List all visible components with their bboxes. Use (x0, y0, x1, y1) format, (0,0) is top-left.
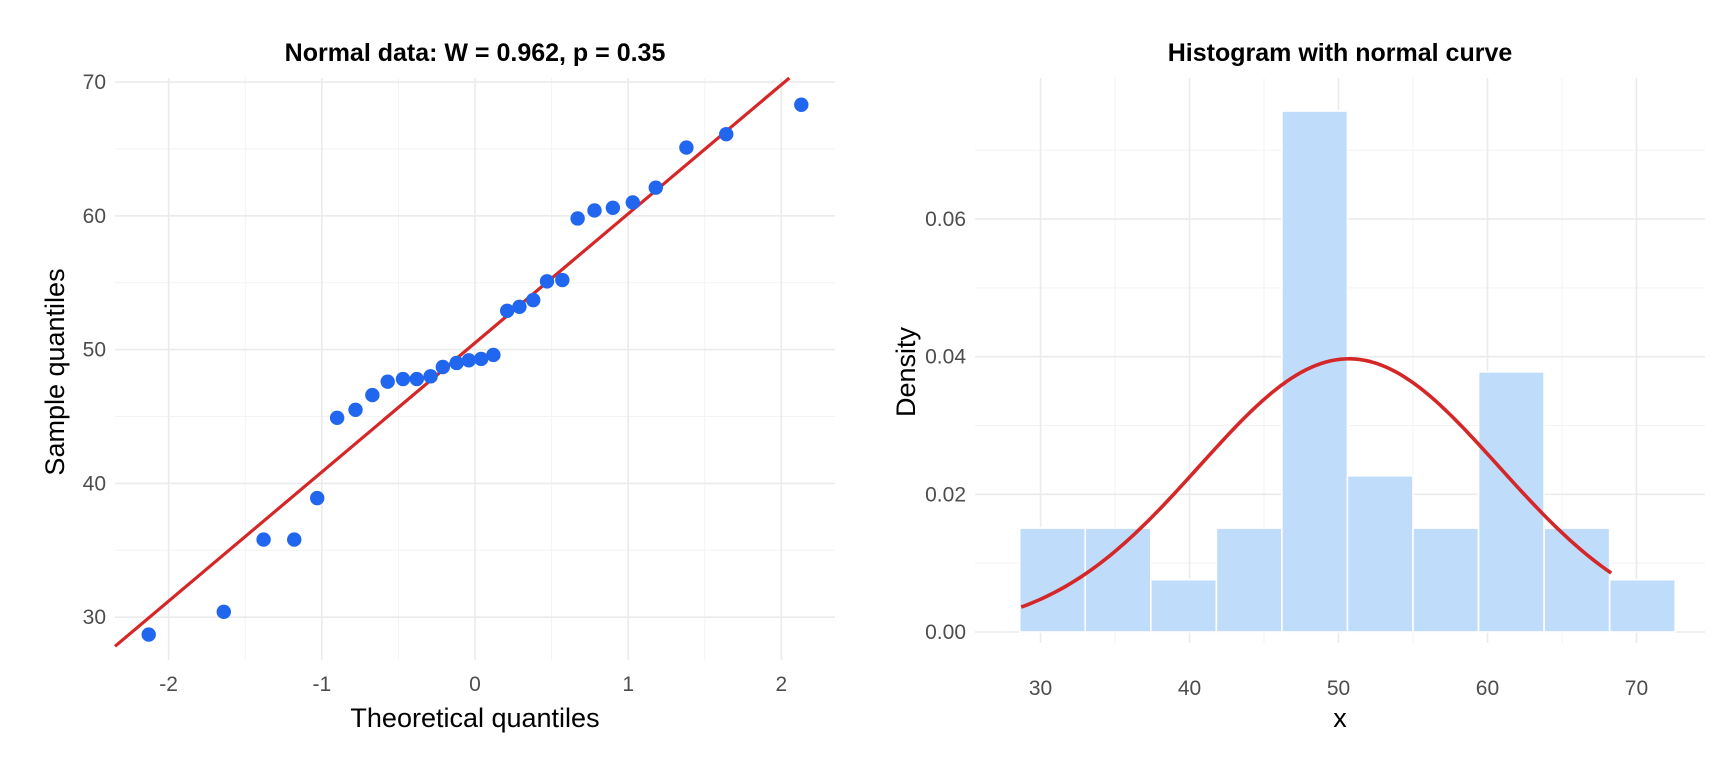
qq-point (256, 532, 271, 547)
qq-y-tick-labels: 30 40 50 60 70 (83, 71, 106, 629)
histogram-y-tick-label: 0.06 (925, 208, 966, 231)
qq-x-tick-label: 1 (622, 673, 634, 696)
qq-point (794, 97, 809, 112)
qq-point (449, 355, 464, 371)
qq-x-tick-label: 2 (776, 673, 788, 696)
normal-curve (1020, 357, 1613, 609)
qq-x-tick-labels: -2 -1 0 1 2 (159, 673, 787, 696)
qq-plot-panel: -2 -1 0 1 2 30 40 50 60 70 Normal data: W = 0.96… (40, 39, 835, 733)
qq-point (648, 180, 663, 195)
qq-point (287, 532, 302, 547)
qq-point (587, 203, 602, 218)
qq-x-tick-label: 0 (469, 673, 481, 696)
qq-point (329, 410, 345, 426)
histogram-y-axis-title: Density (891, 326, 921, 417)
qq-y-tick-label: 50 (83, 339, 106, 362)
histogram-x-tick-labels: 30 40 50 60 70 (1029, 677, 1648, 700)
qq-point (141, 627, 156, 642)
histogram-bar (1215, 527, 1283, 633)
histogram-bar (1543, 527, 1611, 633)
histogram-panel: 30 40 50 60 70 0.00 0.02 0.04 0.06 Histogram wi… (891, 39, 1705, 733)
qq-point (555, 272, 570, 288)
qq-point (526, 292, 541, 308)
qq-y-tick-label: 70 (83, 71, 106, 94)
histogram-x-tick-label: 40 (1178, 677, 1201, 700)
histogram-bar (1412, 527, 1480, 633)
histogram-x-tick-label: 50 (1327, 677, 1350, 700)
qq-point (423, 369, 438, 384)
qq-point (539, 274, 555, 289)
histogram-x-tick-label: 60 (1476, 677, 1499, 700)
qq-x-tick-label: -2 (159, 673, 178, 696)
histogram-title: Histogram with normal curve (1168, 39, 1513, 67)
qq-x-tick-label: -1 (312, 673, 331, 696)
qq-point (216, 604, 231, 620)
histogram-y-tick-label: 0.04 (925, 346, 966, 369)
histogram-bar (1084, 527, 1152, 633)
qq-point (435, 359, 451, 375)
histogram-y-tick-label: 0.02 (925, 483, 966, 506)
histogram-bars (1018, 110, 1677, 633)
histogram-bar (1149, 578, 1218, 633)
qq-point (679, 140, 694, 155)
qq-point (365, 387, 380, 403)
qq-point (310, 490, 325, 506)
qq-point (605, 200, 621, 215)
qq-point (409, 371, 424, 387)
qq-point (486, 347, 501, 363)
qq-point (473, 351, 489, 367)
qq-point (380, 374, 395, 389)
qq-point (719, 126, 734, 142)
qq-point (570, 211, 585, 226)
qq-title: Normal data: W = 0.962, p = 0.35 (285, 39, 666, 67)
normal-curve-group (1020, 357, 1613, 609)
histogram-y-tick-labels: 0.00 0.02 0.04 0.06 (925, 208, 966, 644)
qq-y-tick-label: 40 (83, 472, 106, 495)
histogram-bar (1346, 474, 1414, 633)
qq-y-tick-label: 30 (83, 606, 106, 629)
qq-point (395, 371, 411, 387)
qq-point (512, 299, 527, 314)
histogram-bar (1477, 371, 1545, 633)
qq-point (461, 353, 477, 368)
qq-y-axis-title: Sample quantiles (40, 268, 70, 475)
histogram-bar (1608, 578, 1677, 633)
qq-point (625, 195, 640, 210)
qq-point (348, 402, 363, 418)
qq-x-axis-title: Theoretical quantiles (350, 703, 599, 733)
histogram-x-axis-title: x (1333, 703, 1347, 733)
qq-grid (115, 78, 835, 660)
qq-points (141, 97, 809, 642)
histogram-bar (1281, 110, 1349, 633)
qq-point (499, 303, 515, 318)
histogram-x-tick-label: 30 (1029, 677, 1052, 700)
histogram-x-tick-label: 70 (1625, 677, 1648, 700)
histogram-y-tick-label: 0.00 (925, 621, 966, 644)
qq-y-tick-label: 60 (83, 205, 106, 228)
